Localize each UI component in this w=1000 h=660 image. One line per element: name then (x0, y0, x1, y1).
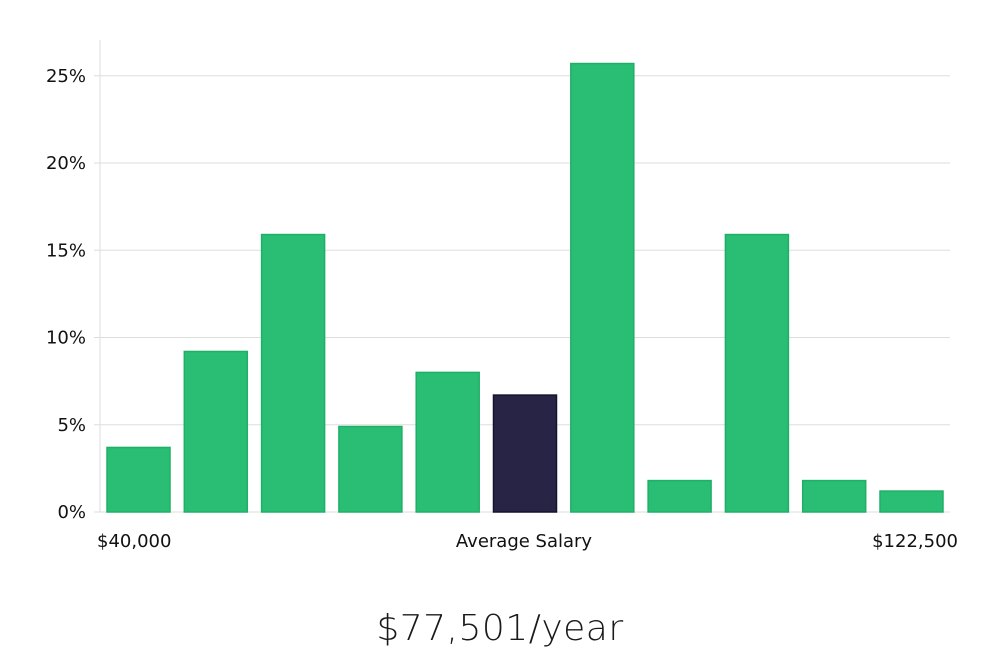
y-tick-label: 25% (46, 66, 86, 87)
y-tick-label: 15% (46, 240, 86, 261)
y-tick-label: 10% (46, 328, 86, 349)
bar (647, 479, 712, 513)
bar (724, 233, 790, 513)
bar (183, 350, 249, 513)
y-tick-label: 0% (57, 502, 86, 523)
bar-highlighted (492, 394, 558, 513)
salary-histogram: 0%5%10%15%20%25% $40,000 Average Salary … (46, 40, 958, 552)
bar (260, 233, 326, 513)
bar (801, 479, 867, 513)
x-max-label: $122,500 (872, 531, 958, 552)
average-salary-value: $77,501/year (376, 608, 624, 649)
y-axis-ticks: 0% 5% 10% 15% 20% 25% (46, 66, 86, 523)
y-tick-label: 20% (46, 153, 86, 174)
x-axis-title: Average Salary (456, 531, 593, 552)
bars (106, 62, 944, 513)
bar (879, 490, 944, 513)
bar (415, 371, 480, 513)
y-tick-label: 5% (57, 415, 86, 436)
bar (338, 425, 403, 513)
bar (570, 62, 635, 513)
x-min-label: $40,000 (97, 531, 171, 552)
bar (106, 446, 171, 513)
